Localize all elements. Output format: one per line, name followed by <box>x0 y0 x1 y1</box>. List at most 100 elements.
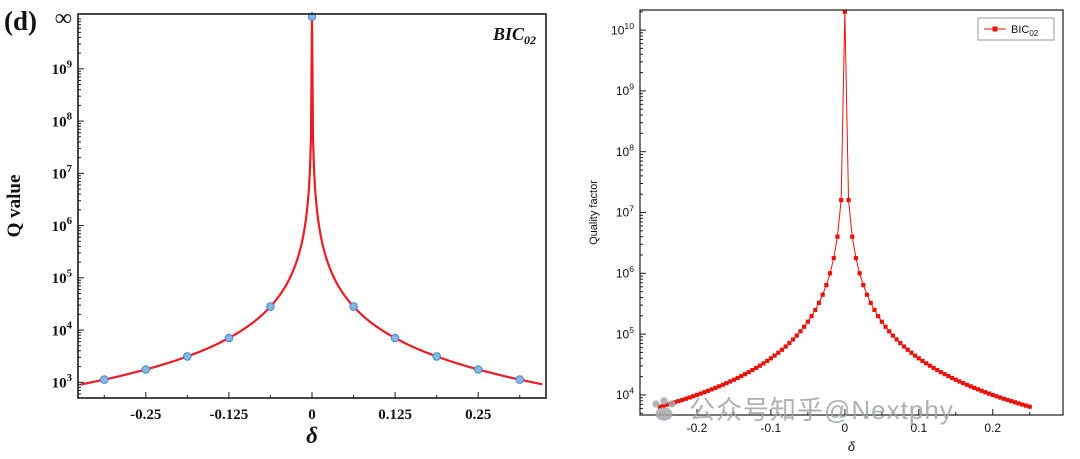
legend-marker <box>992 26 998 32</box>
data-point <box>1009 399 1014 404</box>
data-point <box>515 375 525 384</box>
data-point <box>861 282 866 288</box>
data-point <box>761 361 766 366</box>
data-point <box>705 388 711 393</box>
data-point <box>912 353 918 358</box>
x-tick-label: 0.25 <box>465 407 491 423</box>
y-tick-label: 105 <box>616 325 634 341</box>
scatter-points <box>657 9 1032 409</box>
x-tick-label: 0.125 <box>378 407 412 423</box>
data-point <box>802 324 807 329</box>
data-point <box>1027 404 1032 409</box>
x-tick-label: 0.1 <box>910 421 927 435</box>
data-point <box>731 377 737 382</box>
legend-box <box>977 17 1055 41</box>
data-point <box>266 302 275 311</box>
x-tick-label: -0.25 <box>130 407 161 423</box>
data-point <box>938 370 944 375</box>
data-point <box>894 337 899 342</box>
data-point <box>728 379 733 384</box>
data-point <box>986 391 992 396</box>
data-point <box>657 404 663 409</box>
data-point <box>898 341 903 346</box>
data-point <box>694 392 700 398</box>
y-tick-label: 106 <box>52 215 73 235</box>
y-infinity-label: ∞ <box>55 6 72 32</box>
data-point <box>1005 397 1010 403</box>
data-point <box>473 365 483 374</box>
data-point <box>964 382 969 387</box>
y-axis-label: Q value <box>4 175 25 238</box>
data-point <box>779 347 785 352</box>
legend: BIC02 <box>977 17 1055 41</box>
data-point <box>794 333 799 338</box>
y-tick-label: 109 <box>616 82 634 98</box>
x-tick-label: -0.2 <box>687 421 708 435</box>
data-point <box>1023 403 1029 408</box>
data-point <box>853 256 859 261</box>
axis-ticks <box>640 11 1031 415</box>
data-point <box>768 356 773 361</box>
data-point <box>994 394 999 399</box>
scatter-points <box>99 12 525 384</box>
data-point <box>776 350 781 355</box>
data-point <box>831 256 836 261</box>
data-point <box>720 382 725 387</box>
data-point <box>827 271 833 276</box>
data-point <box>1016 401 1021 406</box>
data-point <box>691 394 696 399</box>
data-point <box>905 347 910 352</box>
data-point <box>850 234 855 239</box>
data-point <box>909 350 914 355</box>
data-point <box>702 390 707 395</box>
data-point <box>735 375 740 381</box>
data-point <box>920 358 925 363</box>
data-point <box>864 292 870 297</box>
data-point <box>916 356 921 361</box>
data-point <box>1001 396 1006 401</box>
data-point <box>857 271 862 276</box>
x-tick-label: 0 <box>308 407 316 423</box>
data-point <box>390 333 400 343</box>
data-point <box>809 314 814 319</box>
data-point <box>890 333 896 338</box>
y-tick-label: 104 <box>52 320 73 340</box>
y-tick-label: 108 <box>616 142 634 158</box>
chart-background <box>0 0 565 459</box>
data-point <box>872 307 877 313</box>
data-point <box>141 365 151 374</box>
data-point <box>979 388 984 393</box>
data-point <box>868 300 873 305</box>
data-point <box>754 365 759 371</box>
axis-ticks <box>78 18 521 398</box>
data-point <box>953 377 958 382</box>
data-point <box>676 399 681 404</box>
data-point <box>757 363 762 368</box>
data-point <box>813 307 818 313</box>
data-point <box>876 314 881 319</box>
data-point <box>698 391 703 396</box>
q-curve <box>80 13 543 386</box>
data-point <box>724 381 729 386</box>
data-point <box>783 344 788 349</box>
data-point <box>972 385 977 390</box>
y-axis-label: Quality factor <box>588 180 600 245</box>
data-point <box>672 400 677 405</box>
data-point <box>983 390 988 395</box>
data-point <box>961 381 966 386</box>
data-point <box>816 300 822 305</box>
data-point <box>835 234 840 239</box>
panel-label: (d) <box>4 6 37 36</box>
data-point <box>224 333 234 343</box>
y-tick-label: 107 <box>616 203 634 219</box>
data-point <box>99 375 109 384</box>
data-point <box>842 9 847 14</box>
data-point <box>183 352 192 361</box>
data-point <box>887 329 892 334</box>
x-axis-label: δ <box>848 439 856 454</box>
data-point <box>931 365 936 371</box>
y-tick-label: 105 <box>52 267 72 287</box>
data-point <box>717 384 722 389</box>
data-point <box>713 385 718 390</box>
